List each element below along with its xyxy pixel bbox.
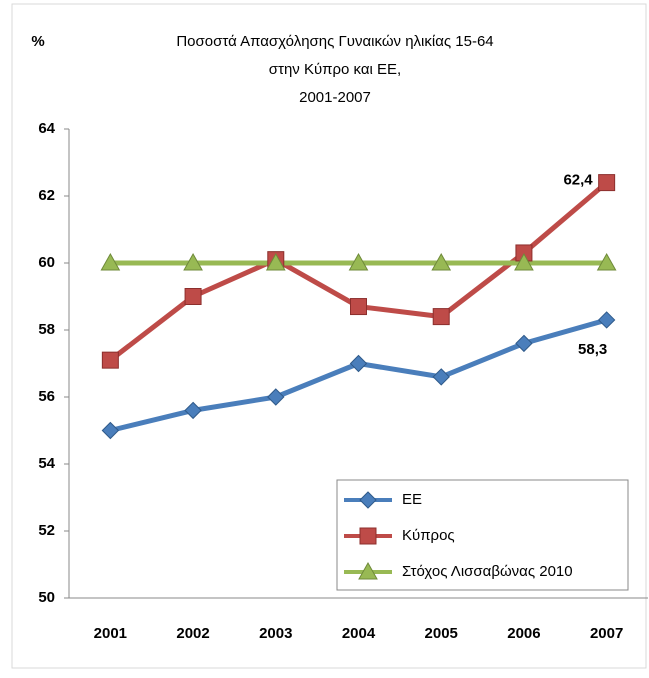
y-tick-label: 50 — [38, 589, 55, 606]
y-tick-label: 62 — [38, 187, 55, 204]
x-tick-label: 2005 — [425, 625, 458, 642]
data-point — [184, 288, 202, 305]
x-tick-label: 2006 — [507, 625, 540, 642]
x-tick-label: 2003 — [259, 625, 292, 642]
data-point — [432, 308, 450, 326]
data-point — [183, 252, 203, 271]
chart-title: 2001-2007 — [299, 89, 371, 106]
data-point — [348, 252, 369, 271]
data-point — [184, 401, 202, 420]
x-tick-label: 2002 — [176, 625, 209, 642]
x-tick-label: 2004 — [342, 625, 376, 642]
data-point — [598, 174, 616, 192]
legend-label: ΕΕ — [402, 491, 422, 508]
y-tick-label: 54 — [38, 455, 55, 472]
data-point — [350, 298, 367, 316]
x-tick-label: 2007 — [590, 625, 623, 642]
data-point — [349, 354, 368, 373]
legend-marker — [358, 561, 378, 580]
data-point — [265, 252, 286, 271]
data-label: 62,4 — [563, 172, 593, 189]
data-point — [101, 421, 120, 440]
data-point — [431, 252, 452, 271]
legend-marker — [359, 527, 377, 545]
data-point — [515, 334, 533, 353]
y-tick-label: 56 — [38, 388, 55, 405]
x-tick-label: 2001 — [94, 625, 127, 642]
y-tick-label: 52 — [38, 522, 55, 539]
y-tick-label: 64 — [38, 120, 55, 137]
data-point — [432, 368, 450, 386]
chart-title: Ποσοστά Απασχόλησης Γυναικών ηλικίας 15-… — [176, 33, 493, 50]
y-tick-label: 58 — [38, 321, 55, 338]
data-point — [596, 252, 617, 271]
data-point — [267, 388, 285, 406]
chart-title: στην Κύπρο και ΕΕ, — [269, 61, 401, 78]
data-point — [514, 252, 534, 271]
y-tick-label: 60 — [38, 254, 55, 271]
data-point — [100, 252, 121, 271]
legend-label: Στόχος Λισσαβώνας 2010 — [402, 563, 573, 580]
legend-marker — [359, 491, 377, 509]
data-label: 58,3 — [578, 341, 607, 358]
data-point — [101, 351, 119, 369]
legend-label: Κύπρος — [402, 527, 455, 544]
data-point — [597, 311, 616, 329]
y-axis-label: % — [31, 33, 44, 50]
